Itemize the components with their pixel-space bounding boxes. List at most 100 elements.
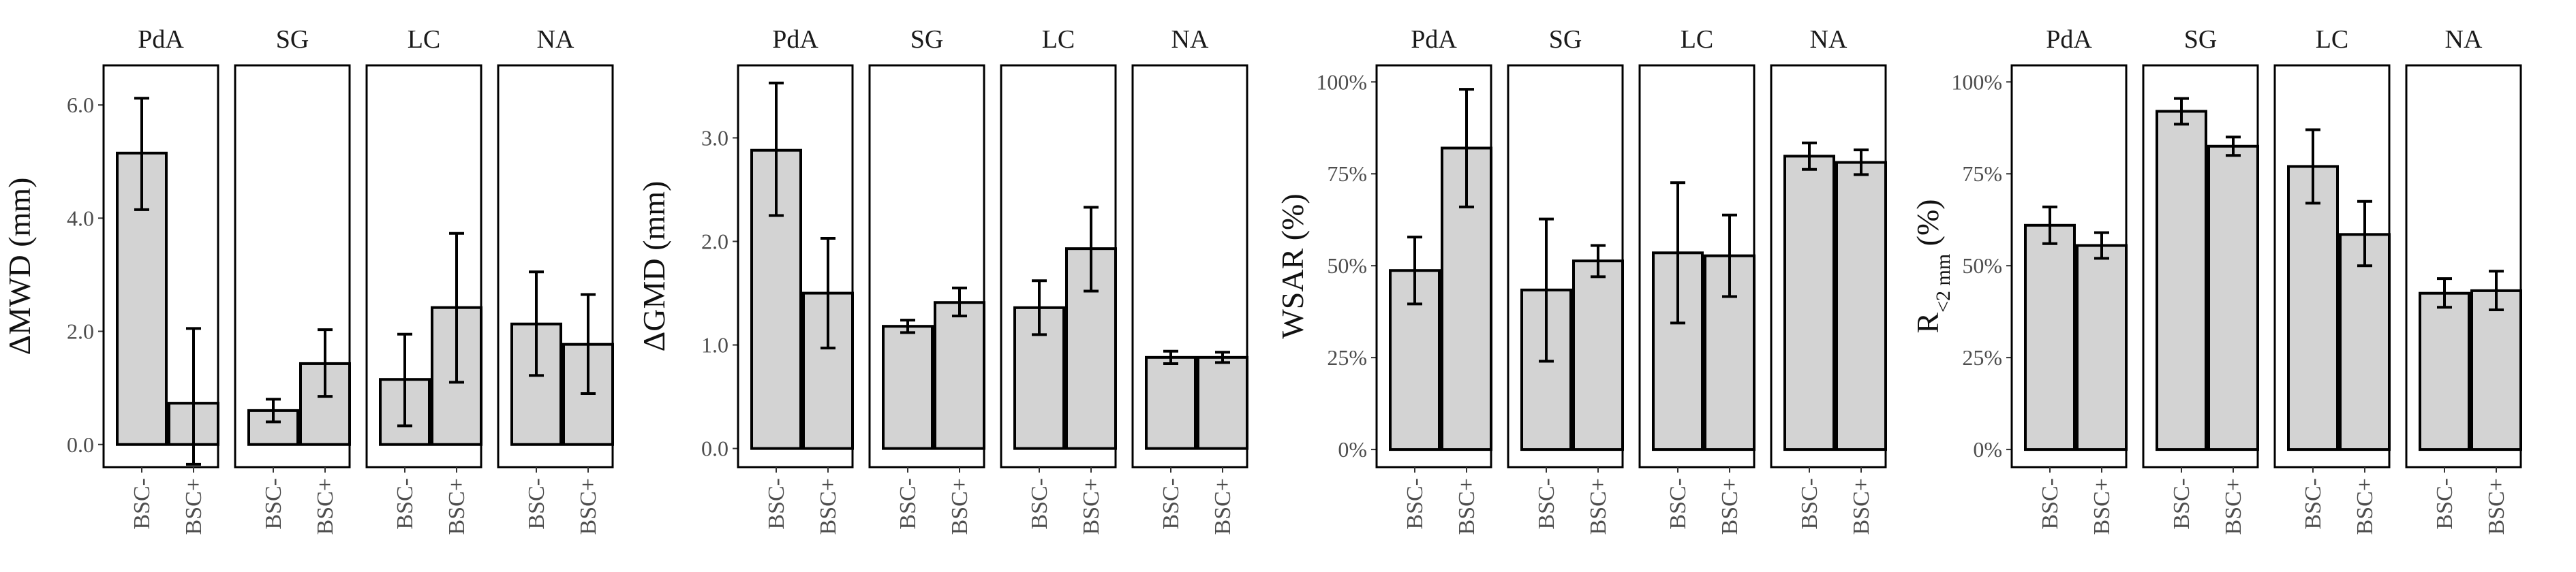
error-bar: [1407, 236, 1422, 306]
facet-lc: LC BSC- BSC+: [1000, 25, 1117, 535]
y-tick-label: 25%: [1327, 345, 1367, 370]
y-tick-label: 25%: [1962, 345, 2002, 370]
error-bar: [1591, 244, 1606, 279]
x-tick-label: BSC+: [2089, 478, 2115, 535]
x-tick-label: BSC-: [1402, 478, 1428, 530]
x-tick-label: BSC+: [444, 478, 470, 535]
error-bar: [2437, 277, 2452, 309]
error-bar: [134, 97, 149, 211]
bar-sg-bsc-plus: [2207, 144, 2259, 451]
facet-na: NA BSC- BSC+: [2405, 25, 2522, 535]
y-tick-label: 0.0: [67, 432, 94, 457]
facet-panel-border: [1375, 64, 1492, 468]
x-tick-label: BSC-: [129, 478, 155, 530]
bar-pda-bsc-plus: [2076, 244, 2128, 451]
facet-panel-border: [365, 64, 482, 468]
error-bar: [2357, 200, 2372, 268]
error-bar: [1215, 351, 1230, 364]
facet-strip-label: SG: [910, 25, 944, 54]
facet-strip-label: NA: [1171, 25, 1209, 54]
x-tick-label: BSC+: [1454, 478, 1479, 535]
bar-na-bsc-minus: [2419, 291, 2470, 451]
bar-sg-bsc-plus: [1572, 259, 1624, 451]
error-bar: [821, 236, 835, 350]
bar-na-bsc-minus: [1145, 355, 1197, 450]
y-tick-label: 50%: [1327, 253, 1367, 278]
bar-na-bsc-plus: [1835, 161, 1887, 451]
error-bar: [1032, 279, 1047, 336]
facet-strip-label: SG: [2184, 25, 2218, 54]
bar-sg-bsc-minus: [2156, 110, 2207, 451]
facet-panel-border: [497, 64, 614, 468]
facet-panel-border: [737, 64, 854, 468]
y-axis-title: WSAR (%): [1275, 193, 1310, 338]
facet-strip-label: PdA: [1411, 25, 1457, 54]
x-tick-label: BSC+: [1849, 478, 1874, 535]
bar-na-bsc-minus: [1783, 155, 1835, 451]
facet-lc: LC BSC- BSC+: [1638, 25, 1755, 535]
x-tick-label: BSC-: [524, 478, 549, 530]
facet-strip-label: NA: [2445, 25, 2483, 54]
x-tick-label: BSC+: [313, 478, 338, 535]
facet-pda: PdA BSC- BSC+: [737, 25, 854, 535]
error-bar: [2305, 128, 2320, 205]
error-bar: [1084, 206, 1099, 293]
facet-sg: SG BSC- BSC+: [1507, 25, 1624, 535]
facet-na: NA BSC- BSC+: [1131, 25, 1248, 535]
error-bar: [2489, 270, 2504, 311]
error-bar: [318, 328, 333, 398]
x-tick-label: BSC-: [2169, 478, 2194, 530]
error-bar: [186, 327, 201, 466]
x-tick-label: BSC-: [764, 478, 789, 530]
error-bar: [2174, 97, 2189, 126]
y-axis-title: ΔMWD (mm): [2, 178, 37, 355]
facet-pda: PdA BSC- BSC+: [1375, 25, 1492, 535]
bar-lc-bsc-plus: [1704, 254, 1755, 451]
facet-strip-label: NA: [537, 25, 574, 54]
facet-strip-label: PdA: [2046, 25, 2092, 54]
y-axis-title: ΔGMD (mm): [637, 181, 671, 352]
x-tick-label: BSC-: [2301, 478, 2326, 530]
y-tick-label: 2.0: [67, 319, 94, 344]
x-tick-label: BSC-: [1797, 478, 1822, 530]
error-bar: [397, 332, 412, 428]
facet-strip-label: NA: [1810, 25, 1847, 54]
facet-panel-border: [868, 64, 985, 468]
facet-panel-border: [234, 64, 351, 468]
facet-panel-border: [1770, 64, 1887, 468]
x-tick-label: BSC+: [1079, 478, 1104, 535]
bar-na-bsc-plus: [1197, 355, 1248, 450]
y-tick-label: 3.0: [701, 125, 729, 150]
y-tick-label: 0.0: [701, 436, 729, 461]
x-tick-label: BSC+: [1586, 478, 1611, 535]
facet-pda: PdA BSC- BSC+: [102, 25, 219, 535]
facet-strip-label: SG: [1549, 25, 1582, 54]
chart-3: WSAR (%) 0% 25% 50% 75% 100% PdA BSC- BSC+ SG BSC-…: [1275, 25, 1887, 535]
facet-strip-label: LC: [1681, 25, 1714, 54]
chart-2: ΔGMD (mm) 0.0 1.0 2.0 3.0 PdA BSC- BSC+ SG BSC- BS…: [637, 25, 1248, 535]
facet-lc: LC BSC- BSC+: [365, 25, 482, 535]
facet-panel-border: [2142, 64, 2259, 468]
error-bar: [2226, 136, 2241, 157]
y-tick-label: 75%: [1327, 161, 1367, 186]
error-bar: [449, 232, 464, 384]
facet-strip-label: LC: [2316, 25, 2349, 54]
x-tick-label: BSC+: [1717, 478, 1743, 535]
facet-strip-label: LC: [408, 25, 441, 54]
y-tick-label: 75%: [1962, 161, 2002, 186]
error-bar: [1802, 141, 1817, 171]
x-tick-label: BSC+: [1210, 478, 1236, 535]
facet-sg: SG BSC- BSC+: [2142, 25, 2259, 535]
y-tick-label: 0%: [1973, 437, 2002, 462]
x-tick-label: BSC-: [2432, 478, 2457, 530]
error-bar: [952, 286, 967, 317]
facet-pda: PdA BSC- BSC+: [2010, 25, 2128, 535]
x-tick-label: BSC+: [816, 478, 841, 535]
error-bar: [1722, 213, 1737, 298]
error-bar: [1854, 148, 1869, 176]
y-tick-label: 100%: [1316, 69, 1367, 94]
x-tick-label: BSC-: [393, 478, 418, 530]
x-tick-label: BSC-: [261, 478, 286, 530]
y-tick-label: 1.0: [701, 333, 729, 358]
y-tick-label: 0%: [1338, 437, 1367, 462]
